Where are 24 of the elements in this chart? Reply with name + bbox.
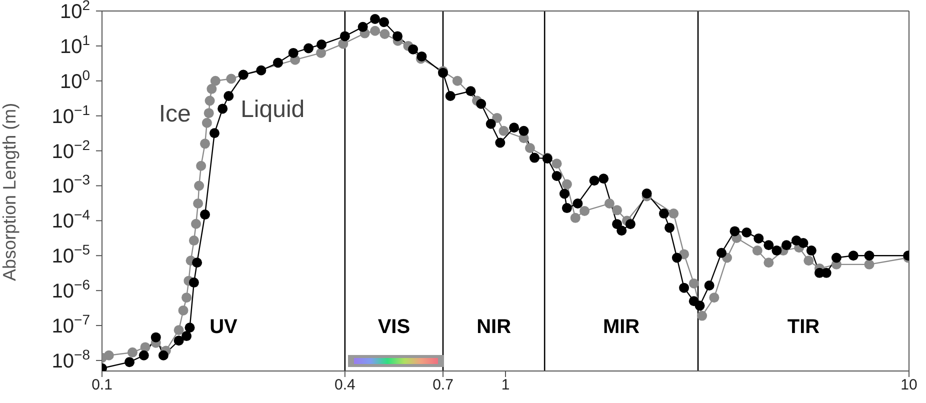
y-tick-label: 10$^{−8}$ <box>52 346 90 372</box>
annotation: NIR <box>476 316 512 338</box>
x-tick-label: 0.4 <box>334 376 356 394</box>
y-tick-label: 10$^{−5}$ <box>52 242 90 268</box>
x-tick-label: 0.7 <box>432 376 454 394</box>
x-tick-label: 0.1 <box>92 376 112 394</box>
annotation: TIR <box>787 316 820 338</box>
y-tick-label: 10$^{−7}$ <box>52 312 90 338</box>
y-tick-label: 10$^{2}$ <box>60 0 90 23</box>
annotation: UV <box>210 316 238 338</box>
x-tick-label: 1 <box>501 376 510 394</box>
y-tick-label: 10$^{−6}$ <box>52 276 90 303</box>
y-tick-label: 10$^{−3}$ <box>52 172 90 198</box>
x-tick-label: 10 <box>900 376 918 394</box>
y-tick-label: 10$^{−1}$ <box>52 102 90 128</box>
y-tick-label: 10$^{−2}$ <box>52 136 90 163</box>
y-tick-label: 10$^{−4}$ <box>52 206 90 233</box>
y-tick-label: 10$^{0}$ <box>60 66 90 93</box>
series-label: Liquid <box>240 96 305 124</box>
annotation: VIS <box>378 316 410 338</box>
y-tick-label: 10$^{1}$ <box>60 32 90 58</box>
annotation: MIR <box>602 316 640 338</box>
y-axis-title: Absorption Length (m) <box>0 102 20 281</box>
series-label: Ice <box>158 100 191 128</box>
